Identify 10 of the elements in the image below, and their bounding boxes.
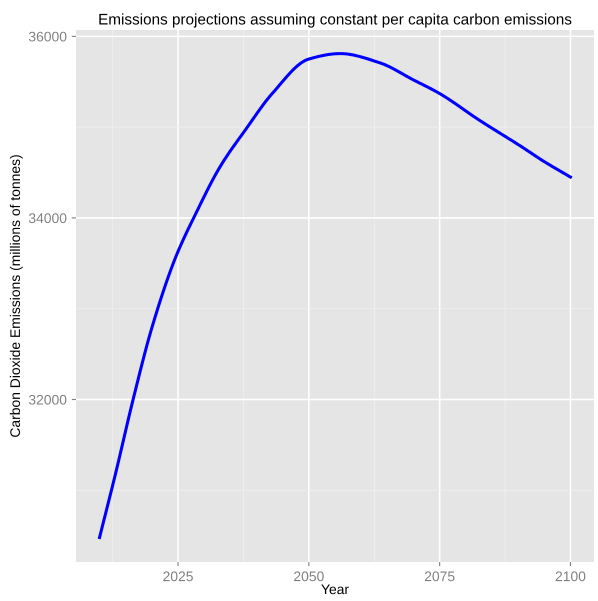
y-axis-title: Carbon Dioxide Emissions (millions of tonnes) [10, 155, 23, 437]
y-tick-label: 34000 [28, 213, 66, 224]
x-axis-title: Year [321, 584, 349, 594]
y-tick-label: 32000 [28, 394, 66, 405]
x-tick-label: 2075 [424, 571, 455, 582]
x-tick-label: 2025 [163, 571, 193, 582]
x-tick-label: 2050 [294, 571, 324, 582]
x-tick-label: 2100 [556, 571, 586, 582]
chart-title: Emissions projections assuming constant per capita carbon emissions [99, 13, 572, 28]
y-tick-label: 36000 [28, 32, 66, 42]
